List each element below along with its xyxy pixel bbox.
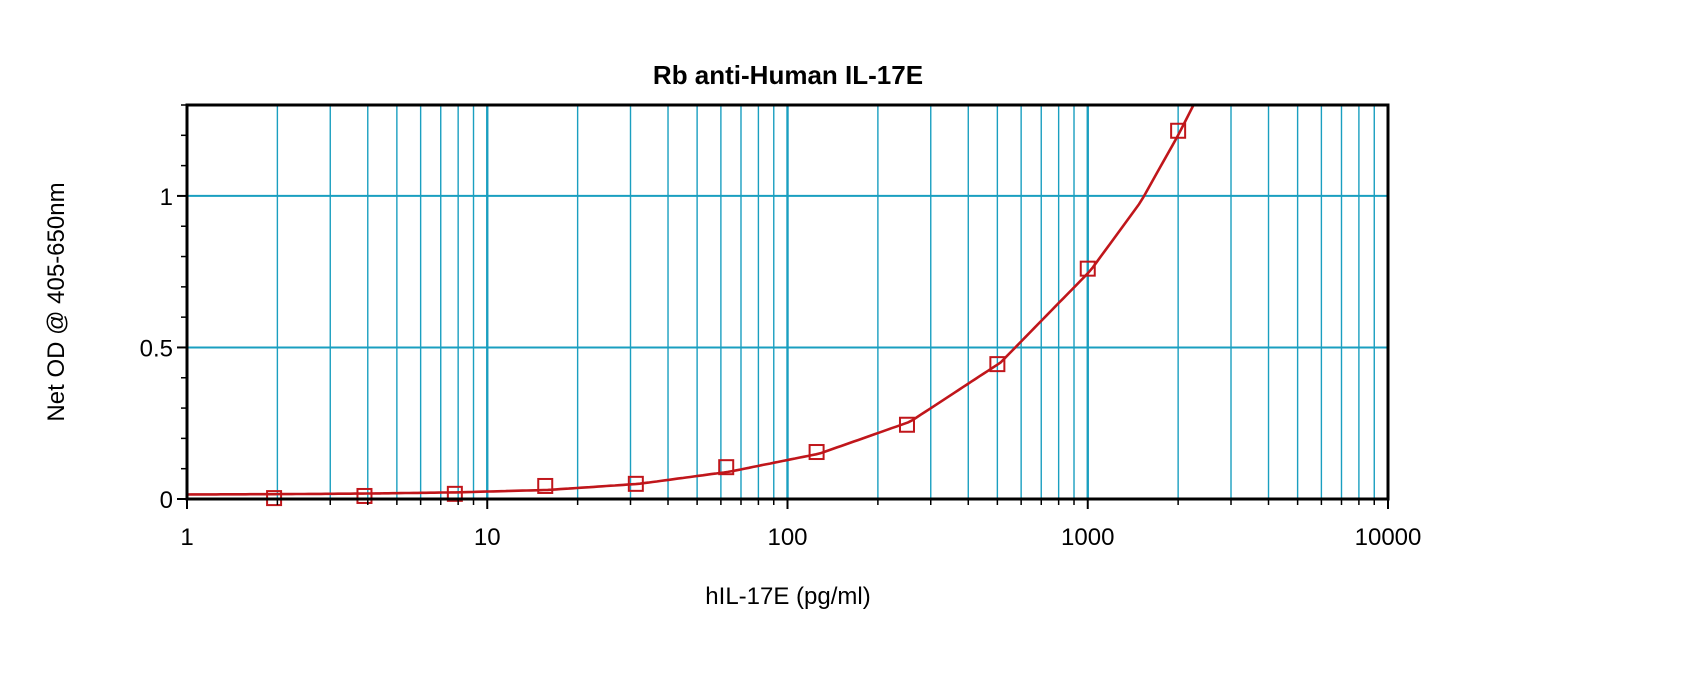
- x-tick-label: 100: [767, 524, 807, 551]
- x-tick-label: 1000: [1061, 524, 1114, 551]
- data-point: [1170, 122, 1187, 139]
- y-tick-label: 0: [160, 487, 173, 514]
- fit-curve-layer: [186, 104, 1195, 496]
- x-tick-label: 1: [180, 524, 193, 551]
- data-point: [446, 485, 463, 502]
- grid: [187, 105, 1388, 499]
- data-point: [718, 459, 735, 476]
- axis-ticks: 1 10 100 1000 10000 0 0.5 1: [140, 104, 1422, 551]
- data-point: [627, 475, 644, 492]
- data-point: [537, 477, 554, 494]
- y-tick-label: 0.5: [140, 335, 173, 362]
- fit-curve: [186, 104, 1195, 496]
- y-axis-label: Net OD @ 405-650nm: [43, 182, 70, 421]
- data-points: [266, 122, 1187, 507]
- data-point: [989, 356, 1006, 373]
- data-point: [898, 416, 915, 433]
- x-axis-label: hIL-17E (pg/ml): [705, 583, 870, 610]
- chart-title: Rb anti-Human IL-17E: [653, 60, 923, 90]
- x-tick-label: 10: [474, 524, 501, 551]
- data-point: [356, 487, 373, 504]
- x-tick-label: 10000: [1355, 524, 1422, 551]
- y-tick-label: 1: [160, 184, 173, 211]
- data-point: [808, 444, 825, 461]
- data-point: [1079, 260, 1096, 277]
